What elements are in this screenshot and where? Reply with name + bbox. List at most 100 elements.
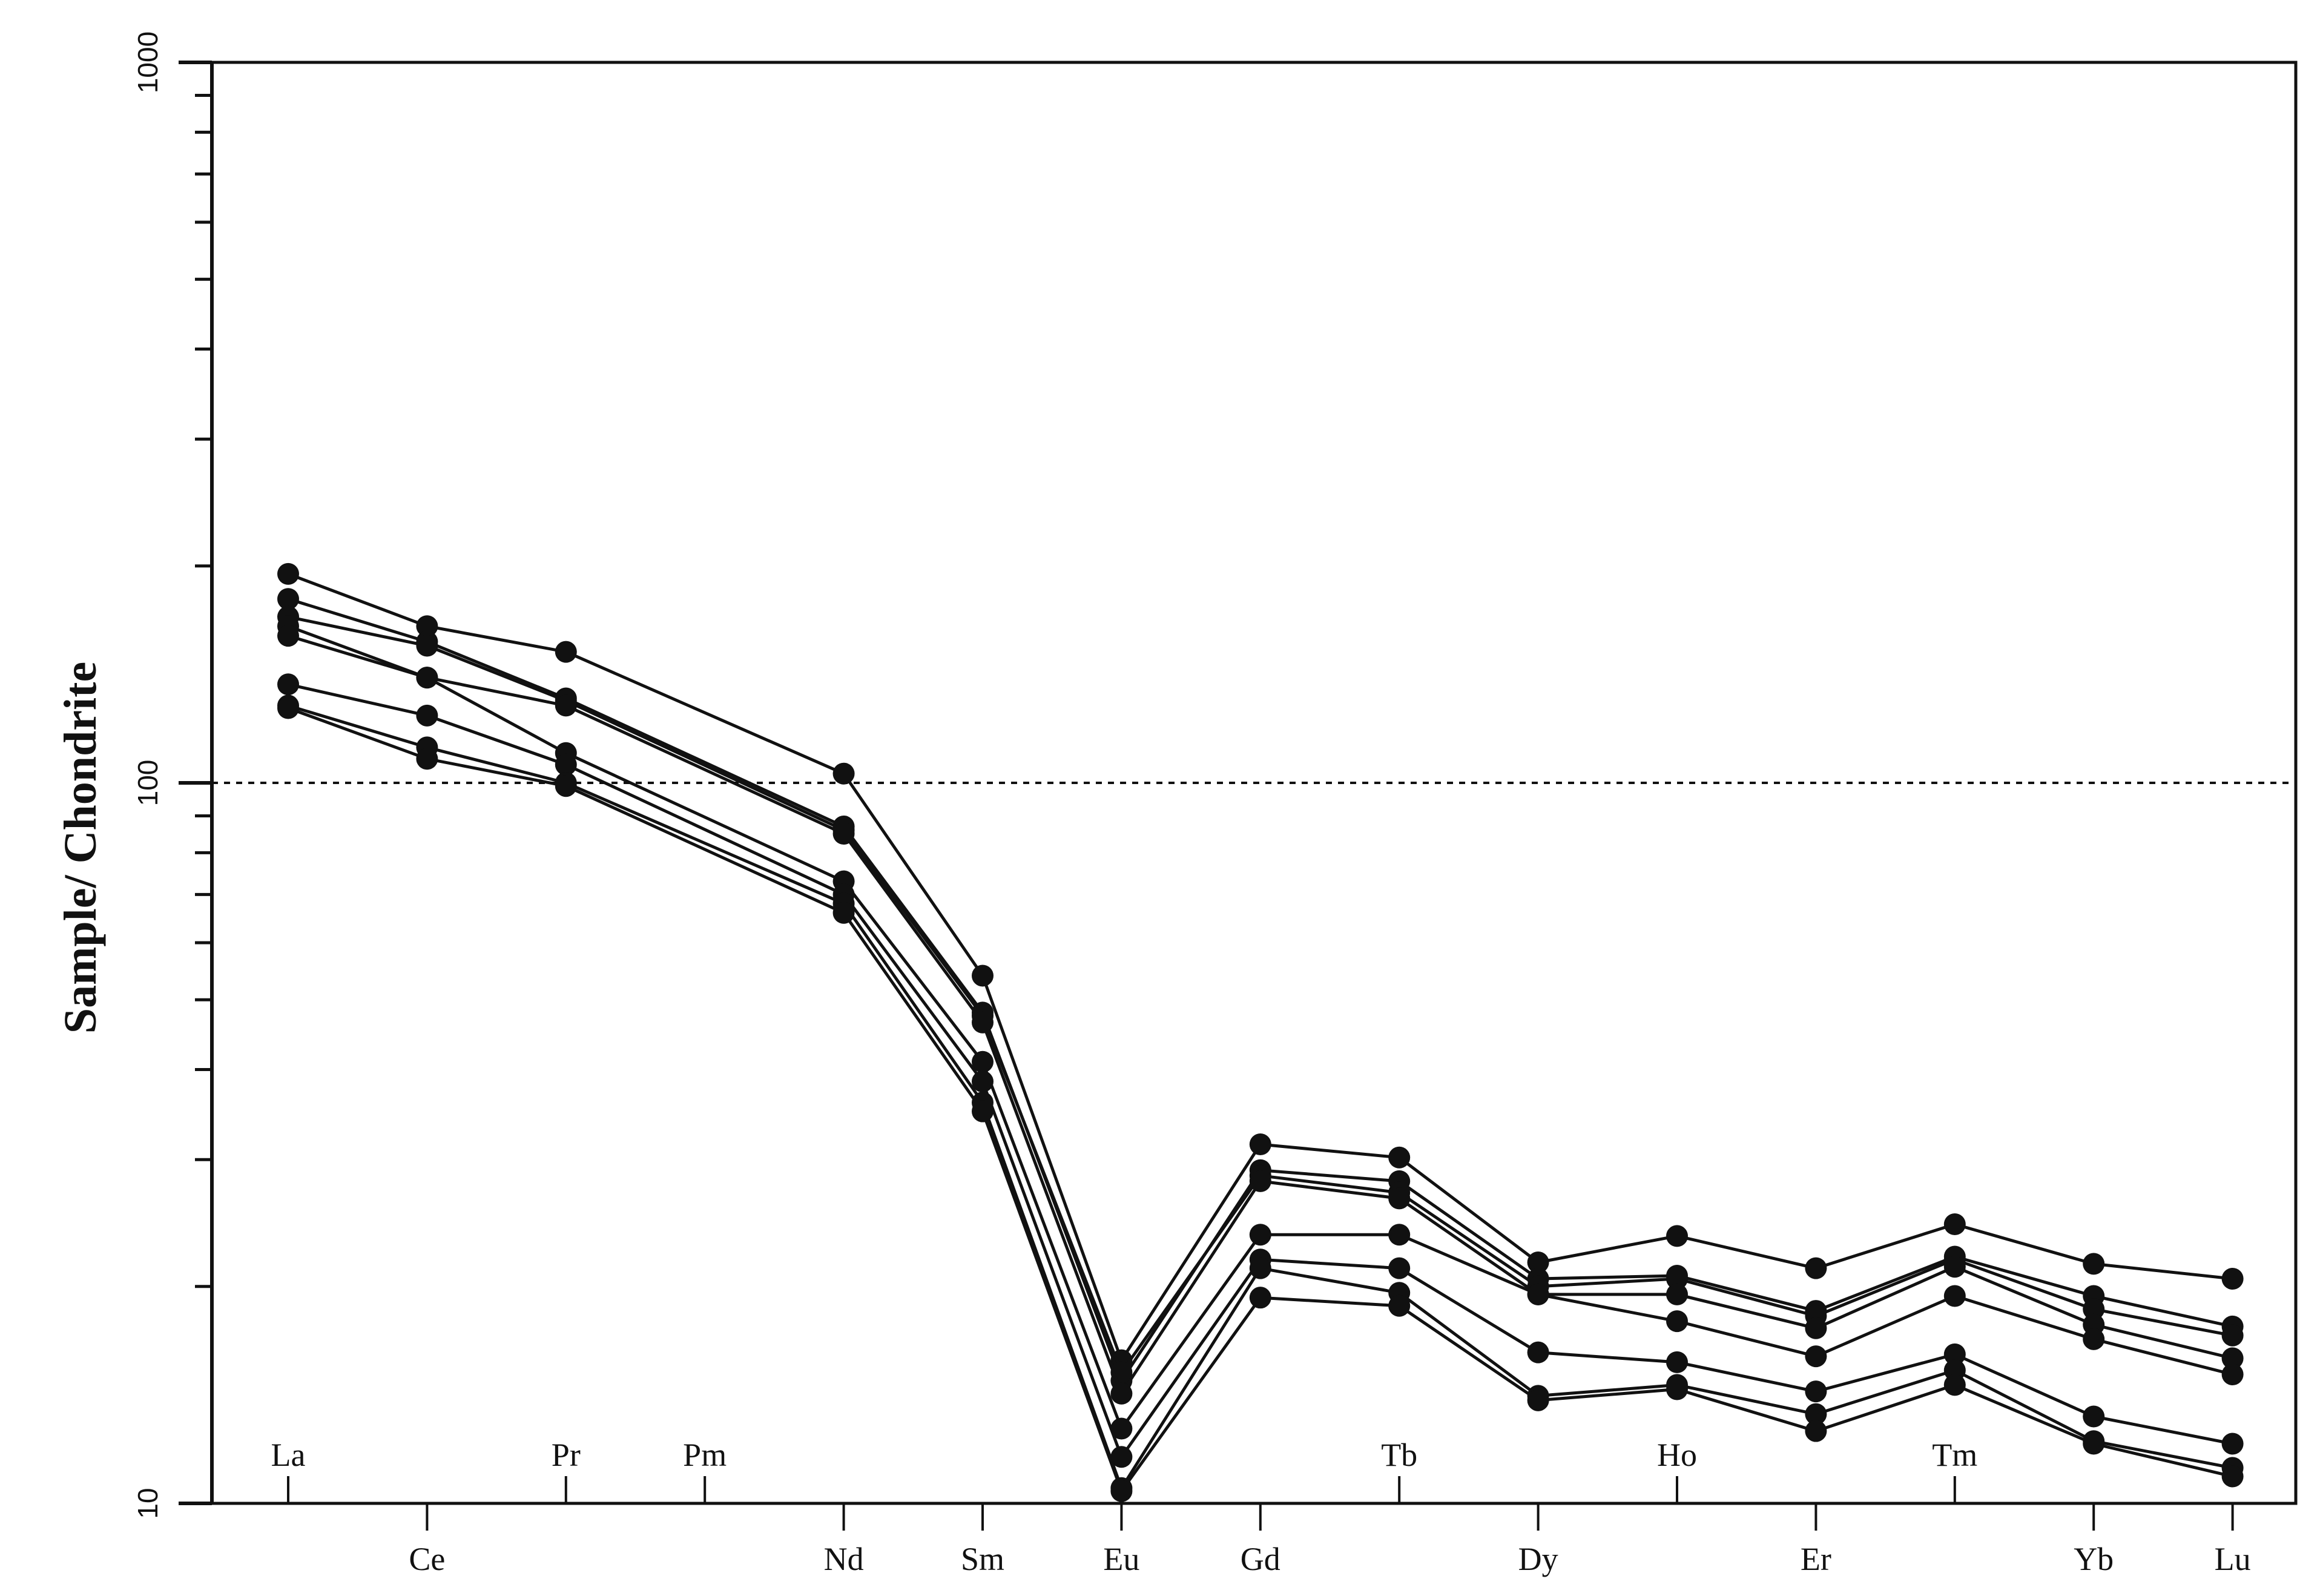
data-point-ho xyxy=(1666,1310,1688,1333)
data-point-pr xyxy=(555,641,577,663)
series-line-2 xyxy=(288,597,2233,1382)
data-point-tb xyxy=(1388,1224,1411,1246)
data-point-ho xyxy=(1666,1378,1688,1400)
x-label-lu: Lu xyxy=(2215,1541,2251,1577)
data-point-gd xyxy=(1249,1133,1271,1156)
data-point-yb xyxy=(2083,1253,2105,1275)
x-label-pm: Pm xyxy=(683,1437,727,1473)
data-point-tm xyxy=(1943,1256,1966,1278)
y-axis-label: Sample/ Chondrite xyxy=(55,662,106,1034)
data-point-la xyxy=(277,588,299,610)
data-point-ho xyxy=(1666,1268,1688,1290)
data-point-gd xyxy=(1249,1257,1271,1279)
x-label-la: La xyxy=(271,1437,306,1473)
x-label-ce: Ce xyxy=(409,1541,445,1577)
x-label-eu: Eu xyxy=(1103,1541,1139,1577)
data-point-gd xyxy=(1249,1287,1271,1309)
series-line-4 xyxy=(288,624,2233,1396)
data-point-la xyxy=(277,697,299,719)
data-point-tb xyxy=(1388,1294,1411,1317)
series-line-7 xyxy=(288,704,2233,1490)
data-point-nd xyxy=(832,902,855,924)
data-point-yb xyxy=(2083,1328,2105,1350)
x-label-nd: Nd xyxy=(824,1541,864,1577)
data-point-tm xyxy=(1943,1285,1966,1307)
data-point-er xyxy=(1805,1403,1827,1425)
data-point-sm xyxy=(972,1011,994,1034)
data-point-tb xyxy=(1388,1187,1411,1210)
data-point-tb xyxy=(1388,1257,1411,1279)
y-tick-label: 1000 xyxy=(132,31,163,93)
data-point-eu xyxy=(1110,1480,1133,1502)
data-point-ce xyxy=(416,635,438,657)
data-point-ho xyxy=(1666,1351,1688,1373)
series-line-5 xyxy=(288,634,2233,1430)
data-point-eu xyxy=(1110,1446,1133,1468)
data-point-pr xyxy=(555,775,577,797)
data-point-ce xyxy=(416,667,438,689)
data-point-dy xyxy=(1527,1251,1549,1273)
data-point-ce xyxy=(416,615,438,638)
y-tick-label: 100 xyxy=(132,760,163,806)
x-label-tm: Tm xyxy=(1932,1437,1977,1473)
data-point-lu xyxy=(2221,1465,2244,1488)
data-point-er xyxy=(1805,1420,1827,1442)
data-point-dy xyxy=(1527,1283,1549,1305)
x-label-tb: Tb xyxy=(1381,1437,1417,1473)
data-point-ho xyxy=(1666,1283,1688,1305)
data-point-er xyxy=(1805,1317,1827,1339)
data-point-nd xyxy=(832,762,855,785)
data-point-gd xyxy=(1249,1170,1271,1192)
data-point-eu xyxy=(1110,1382,1133,1405)
series-line-8 xyxy=(288,707,2233,1493)
data-point-yb xyxy=(2083,1405,2105,1428)
data-point-lu xyxy=(2221,1433,2244,1455)
data-point-lu xyxy=(2221,1324,2244,1347)
series-group xyxy=(277,562,2244,1502)
data-point-dy xyxy=(1527,1341,1549,1364)
data-point-dy xyxy=(1527,1389,1549,1411)
x-label-yb: Yb xyxy=(2074,1541,2114,1577)
data-point-lu xyxy=(2221,1364,2244,1386)
data-point-la xyxy=(277,562,299,585)
data-point-ce xyxy=(416,748,438,770)
data-point-er xyxy=(1805,1380,1827,1403)
data-point-tm xyxy=(1943,1343,1966,1365)
data-point-sm xyxy=(972,1050,994,1073)
data-point-sm xyxy=(972,1100,994,1123)
series-line-6 xyxy=(288,682,2233,1459)
x-label-pr: Pr xyxy=(552,1437,581,1473)
y-tick-label: 10 xyxy=(132,1488,163,1519)
data-point-er xyxy=(1805,1257,1827,1279)
data-point-tb xyxy=(1388,1146,1411,1169)
series-line-3 xyxy=(288,615,2233,1374)
data-point-pr xyxy=(555,694,577,717)
data-point-ce xyxy=(416,704,438,727)
x-label-sm: Sm xyxy=(961,1541,1004,1577)
data-point-lu xyxy=(2221,1347,2244,1370)
data-point-tm xyxy=(1943,1213,1966,1236)
data-point-sm xyxy=(972,1070,994,1093)
data-point-sm xyxy=(972,965,994,987)
data-point-ho xyxy=(1666,1225,1688,1247)
data-point-yb xyxy=(2083,1298,2105,1321)
x-axis: La Pr Pm Tb Ho Tm Ce Nd Sm Eu Gd Dy Er Yb Lu xyxy=(271,1437,2251,1577)
data-point-pr xyxy=(555,753,577,776)
data-point-lu xyxy=(2221,1268,2244,1290)
data-point-la xyxy=(277,673,299,696)
y-axis: 10 100 1000 xyxy=(132,31,214,1519)
data-point-yb xyxy=(2083,1433,2105,1455)
x-label-ho: Ho xyxy=(1657,1437,1697,1473)
series-line-1 xyxy=(288,572,2233,1362)
data-point-eu xyxy=(1110,1417,1133,1440)
x-label-er: Er xyxy=(1801,1541,1831,1577)
data-point-nd xyxy=(832,822,855,845)
x-label-dy: Dy xyxy=(1518,1541,1558,1577)
data-point-gd xyxy=(1249,1224,1271,1246)
data-point-tm xyxy=(1943,1374,1966,1396)
data-point-er xyxy=(1805,1345,1827,1368)
data-point-la xyxy=(277,625,299,647)
x-label-gd: Gd xyxy=(1241,1541,1280,1577)
